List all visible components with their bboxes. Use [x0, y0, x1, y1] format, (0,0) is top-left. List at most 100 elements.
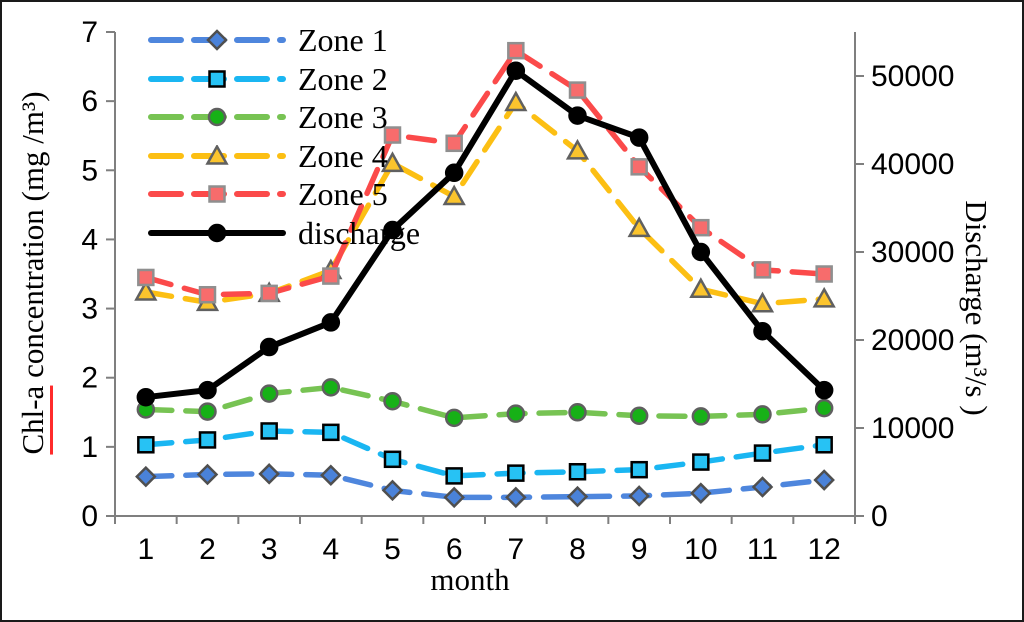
x-axis-tick-label: 3: [261, 533, 278, 566]
right-axis-tick-label: 0: [871, 500, 888, 533]
chart-legend: Zone 1 Zone 2 Zone 3 Zone 4 Zone 5 discharge: [148, 21, 420, 252]
left-axis-tick-label: 4: [81, 223, 98, 256]
series-zone-1: [135, 463, 835, 509]
series-zone-3-marker: [629, 406, 649, 425]
legend-item-zone-1: Zone 1: [148, 21, 420, 60]
series-zone-1-marker: [196, 463, 219, 486]
x-axis-tick-label: 10: [684, 533, 717, 566]
x-axis-tick-label: 6: [446, 533, 463, 566]
legend-glyph-zone-2: [208, 70, 226, 88]
series-zone-1-marker: [135, 465, 157, 488]
legend-item-zone-5: Zone 5: [148, 175, 420, 214]
legend-label-zone-3: Zone 3: [298, 99, 388, 136]
right-axis-tick-label: 40000: [871, 148, 954, 181]
series-zone-4-marker: [134, 279, 158, 301]
legend-item-zone-3: Zone 3: [148, 98, 420, 137]
legend-glyph-zone-1: [206, 29, 228, 52]
legend-item-zone-4: Zone 4: [148, 137, 420, 176]
series-zone-4-marker: [689, 277, 713, 298]
series-zone-5-marker: [198, 285, 217, 304]
series-zone-2-marker: [383, 450, 402, 469]
series-zone-1-marker: [628, 485, 650, 507]
series-zone-2-marker: [198, 431, 217, 449]
series-zone-1-marker: [258, 463, 280, 485]
series-zone-1-marker: [751, 476, 774, 498]
series-zone-5-marker: [753, 261, 772, 279]
series-zone-5-marker: [507, 41, 525, 60]
series-zone-4-marker: [812, 286, 836, 308]
series-zone-1-marker: [813, 469, 835, 491]
legend-glyph-zone-4: [205, 144, 229, 165]
series-zone-2-marker: [815, 436, 833, 454]
x-axis-tick-label: 11: [747, 533, 778, 566]
x-axis-tick-label: 5: [384, 533, 401, 566]
series-zone-2-marker: [507, 464, 525, 482]
left-axis-tick-label: 3: [81, 293, 98, 326]
legend-glyph-zone-3: [207, 108, 227, 127]
series-discharge-marker: [321, 313, 341, 332]
series-discharge-marker: [383, 220, 402, 240]
series-zone-3-marker: [506, 404, 526, 423]
series-discharge-marker: [444, 163, 464, 183]
series-zone-2-marker: [630, 460, 648, 479]
legend-item-discharge: discharge: [148, 214, 420, 253]
legend-label-zone-1: Zone 1: [298, 22, 388, 59]
series-zone-5-marker: [322, 267, 340, 285]
legend-marker-zone-2: [148, 70, 286, 88]
series-discharge: [136, 61, 834, 407]
legend-marker-zone-5: [148, 185, 286, 203]
series-zone-3: [136, 378, 834, 428]
series-discharge-marker: [753, 321, 772, 341]
series-zone-5-marker: [260, 284, 278, 303]
series-discharge-marker: [198, 380, 217, 400]
series-zone-2-marker: [445, 467, 463, 485]
series-zone-3-marker: [814, 398, 834, 418]
series-zone-4-marker: [565, 138, 590, 160]
left-axis-tick-label: 2: [81, 362, 98, 395]
left-axis-title-rest: concentration (mg /m³): [15, 91, 50, 386]
x-axis-tick-label: 12: [807, 533, 840, 566]
series-zone-5-marker: [568, 81, 587, 99]
left-axis-tick-label: 7: [81, 16, 98, 49]
series-zone-3-marker: [198, 402, 217, 421]
series-discharge-marker: [506, 61, 526, 80]
series-discharge-marker: [814, 380, 834, 400]
x-axis-tick-label: 9: [631, 533, 648, 566]
x-axis-tick-label: 7: [507, 533, 524, 566]
right-axis-tick-label: 30000: [871, 236, 954, 269]
series-zone-1-marker: [443, 486, 465, 509]
x-axis-tick-label: 1: [137, 533, 154, 566]
legend-label-zone-2: Zone 2: [298, 60, 388, 97]
series-discharge-marker: [691, 242, 711, 262]
series-zone-5-marker: [445, 134, 463, 153]
series-zone-3-marker: [383, 391, 402, 411]
series-zone-4-marker: [750, 291, 775, 313]
x-axis-tick-label: 8: [569, 533, 586, 566]
legend-item-zone-2: Zone 2: [148, 60, 420, 99]
legend-marker-discharge: [148, 223, 286, 242]
legend-label-zone-5: Zone 5: [298, 176, 388, 213]
series-zone-3-marker: [444, 408, 464, 428]
legend-marker-zone-1: [148, 29, 286, 52]
left-axis-tick-label: 0: [81, 500, 98, 533]
left-axis-tick-label: 5: [81, 154, 98, 187]
legend-marker-zone-4: [148, 144, 286, 165]
series-discharge-marker: [259, 337, 279, 357]
series-zone-2-line: [143, 428, 827, 479]
series-zone-3-marker: [691, 407, 711, 426]
series-zone-2-marker: [568, 462, 587, 481]
x-axis-tick-label: 4: [322, 533, 339, 566]
x-axis-title: month: [430, 562, 510, 597]
series-zone-1-line: [143, 471, 827, 501]
series-zone-3-marker: [568, 403, 587, 422]
right-axis-tick-label: 20000: [871, 324, 954, 357]
legend-label-discharge: discharge: [298, 214, 421, 251]
series-zone-2: [137, 422, 833, 485]
left-axis-title-underlined: Chl-a: [15, 385, 53, 455]
series-zone-1-marker: [320, 464, 342, 486]
series-zone-5-marker: [815, 265, 833, 283]
series-zone-5-marker: [692, 218, 710, 237]
series-zone-5-marker: [630, 158, 648, 176]
